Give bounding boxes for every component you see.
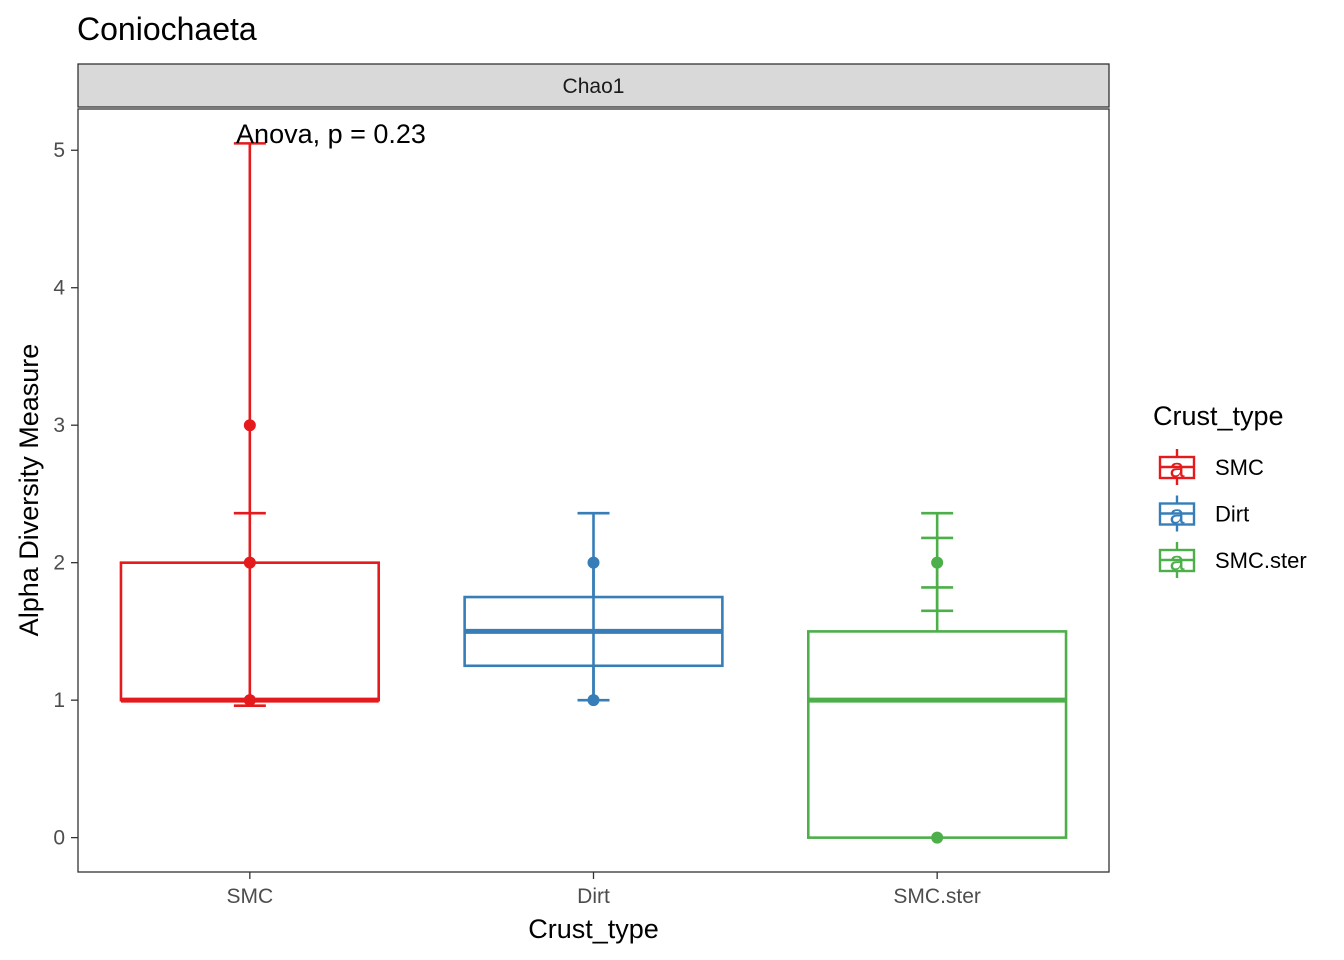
facet-strip: [77, 63, 1110, 108]
y-tick-label: 2: [53, 552, 65, 575]
legend-item-dirt: a Dirt: [1158, 495, 1249, 532]
y-axis-label: Alpha Diversity Measure: [14, 344, 44, 637]
boxplot-smc: [119, 142, 381, 707]
data-point: [587, 694, 600, 707]
boxplot-smc-ster: [806, 511, 1068, 844]
legend-label: SMC.ster: [1215, 548, 1307, 573]
legend: Crust_type a SMC a Dirt a SMC.ster: [1153, 401, 1307, 578]
boxplot-dirt: [463, 511, 724, 707]
x-tick-label: Dirt: [577, 885, 610, 908]
data-point: [587, 556, 600, 569]
box: [806, 630, 1068, 839]
legend-item-smc-ster: a SMC.ster: [1158, 542, 1307, 578]
y-tick-label: 1: [53, 689, 65, 712]
legend-key-glyph: a: [1169, 546, 1185, 576]
legend-label: Dirt: [1215, 502, 1249, 527]
legend-key-glyph: a: [1169, 453, 1185, 483]
data-point: [243, 694, 256, 707]
legend-key-glyph: a: [1169, 500, 1185, 530]
y-tick-label: 0: [53, 827, 65, 850]
x-tick-label: SMC: [226, 885, 273, 908]
y-axis: 0 1 2 3 4 5: [53, 139, 78, 850]
data-point: [243, 556, 256, 569]
chart-title: Coniochaeta: [77, 11, 257, 47]
anova-annotation: Anova, p = 0.23: [236, 119, 426, 149]
y-tick-label: 3: [53, 414, 65, 437]
y-tick-label: 4: [53, 277, 65, 300]
data-point: [931, 556, 944, 569]
box: [119, 561, 381, 702]
data-point: [243, 419, 256, 432]
legend-item-smc: a SMC: [1158, 449, 1264, 485]
data-point: [931, 831, 944, 844]
x-tick-label: SMC.ster: [893, 885, 981, 908]
legend-title: Crust_type: [1153, 401, 1284, 431]
x-axis-label: Crust_type: [528, 914, 659, 944]
facet-label: Chao1: [563, 75, 625, 98]
legend-label: SMC: [1215, 455, 1264, 480]
x-axis: SMC Dirt SMC.ster: [226, 872, 981, 908]
y-tick-label: 5: [53, 139, 65, 162]
boxplots: [119, 142, 1068, 844]
